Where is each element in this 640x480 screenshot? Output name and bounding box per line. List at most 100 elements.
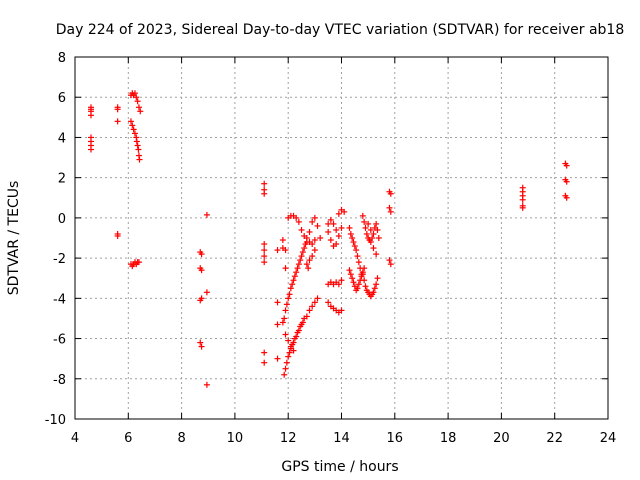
y-tick-label: 4: [58, 131, 66, 146]
data-point: [309, 241, 316, 248]
data-point: [338, 307, 345, 314]
data-point: [359, 212, 366, 219]
data-point: [282, 247, 289, 254]
x-tick-label: 18: [440, 431, 457, 446]
data-point: [203, 211, 210, 218]
data-point: [351, 243, 358, 250]
data-point: [198, 295, 205, 302]
data-point: [317, 235, 324, 241]
data-point: [325, 228, 332, 235]
data-point: [295, 261, 302, 268]
data-point: [290, 347, 297, 354]
data-point: [354, 253, 361, 260]
x-tick-label: 8: [177, 431, 185, 446]
data-point: [386, 204, 393, 211]
x-tick-label: 24: [600, 431, 617, 446]
y-tick-label: -2: [53, 252, 66, 267]
data-point: [294, 265, 301, 272]
data-point: [293, 214, 300, 221]
data-point: [335, 281, 342, 288]
data-point: [306, 307, 313, 314]
data-point: [261, 241, 268, 248]
data-point: [203, 381, 210, 388]
data-point: [282, 265, 289, 272]
data-point: [283, 301, 290, 308]
data-point: [135, 104, 142, 111]
x-tick-label: 22: [546, 431, 563, 446]
y-tick-label: -6: [53, 333, 66, 348]
data-point: [325, 220, 332, 227]
data-point: [373, 251, 380, 258]
y-tick-label: 8: [58, 51, 66, 66]
data-point: [203, 289, 210, 296]
data-point: [349, 275, 356, 282]
y-tick-label: 0: [58, 212, 66, 227]
y-axis-label: SDTVAR / TECUs: [6, 181, 22, 296]
data-point: [297, 257, 304, 264]
data-point: [279, 237, 286, 244]
data-point: [134, 98, 141, 105]
data-point: [335, 232, 342, 239]
data-point: [350, 239, 357, 246]
data-point: [298, 253, 305, 260]
data-point: [311, 299, 318, 306]
data-point: [563, 162, 570, 169]
data-point: [282, 307, 289, 314]
x-axis-label: GPS time / hours: [281, 459, 398, 475]
data-point: [261, 359, 268, 366]
data-point: [291, 273, 298, 280]
data-point: [346, 224, 353, 231]
data-point: [363, 230, 370, 237]
data-point: [386, 257, 393, 264]
data-point: [519, 196, 526, 203]
data-point: [362, 283, 369, 290]
grid-lines: [75, 57, 608, 419]
data-point: [197, 339, 204, 346]
data-point: [335, 210, 342, 217]
data-point: [136, 156, 143, 163]
data-point: [373, 281, 380, 288]
data-point: [306, 228, 313, 235]
data-point: [338, 277, 345, 284]
data-point: [283, 359, 290, 366]
data-point: [355, 259, 362, 266]
data-point: [298, 226, 305, 233]
data-point: [362, 224, 369, 231]
x-tick-label: 16: [387, 431, 404, 446]
data-point: [135, 146, 142, 153]
data-point: [369, 235, 376, 241]
data-point: [350, 279, 357, 286]
data-point: [286, 349, 293, 356]
data-point: [387, 190, 394, 197]
data-point: [133, 94, 140, 101]
data-point: [311, 247, 318, 254]
data-point: [198, 251, 205, 258]
tick-marks: [74, 56, 609, 420]
data-point: [374, 226, 381, 233]
data-point: [361, 277, 368, 284]
data-point: [290, 339, 297, 346]
data-point: [130, 126, 137, 133]
data-point: [374, 275, 381, 282]
data-point: [282, 331, 289, 338]
data-point: [114, 232, 121, 239]
x-tick-label: 10: [227, 431, 244, 446]
chart-title: Day 224 of 2023, Sidereal Day-to-day VTE…: [56, 22, 625, 38]
data-point: [367, 239, 374, 246]
data-point: [87, 112, 94, 119]
data-point: [261, 349, 268, 356]
data-point: [290, 277, 297, 284]
data-point: [519, 204, 526, 211]
data-point: [387, 261, 394, 268]
data-point: [131, 130, 138, 137]
data-point: [285, 353, 292, 360]
data-point: [285, 337, 292, 344]
data-point: [133, 138, 140, 145]
data-point: [127, 118, 134, 125]
data-point: [354, 285, 361, 292]
y-tick-label: -10: [45, 413, 66, 428]
data-point: [287, 285, 294, 292]
data-point: [289, 281, 296, 288]
data-point: [359, 271, 366, 278]
data-point: [370, 230, 377, 237]
